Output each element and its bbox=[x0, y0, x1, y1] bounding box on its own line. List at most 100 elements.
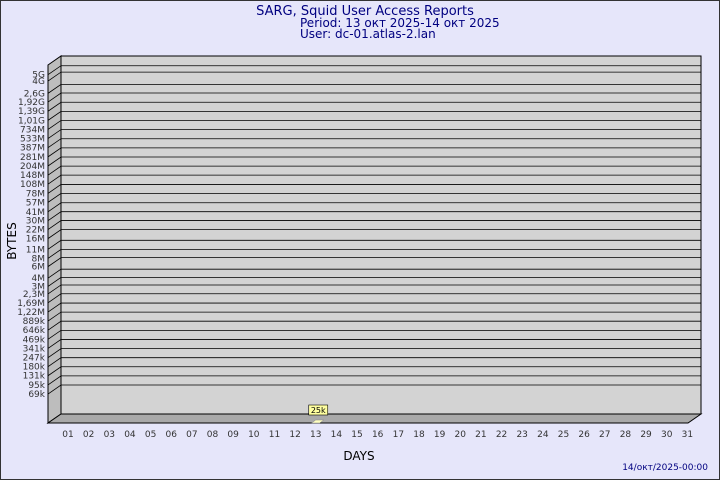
grid-line bbox=[47, 276, 701, 287]
grid-line bbox=[47, 174, 701, 185]
grid-line bbox=[47, 311, 701, 322]
grid-line bbox=[47, 357, 701, 368]
grid-line bbox=[47, 129, 701, 139]
chart-subtitle: Period: 13 окт 2025-14 окт 2025 bbox=[300, 16, 500, 30]
value-label: 25k bbox=[311, 406, 326, 415]
y-tick-label: 1,92G bbox=[18, 98, 45, 108]
grid-line bbox=[47, 293, 701, 304]
y-tick-label: 6M bbox=[32, 263, 46, 273]
x-tick-label: 21 bbox=[475, 430, 486, 440]
chart-title: SARG, Squid User Access Reports bbox=[256, 4, 474, 19]
grid-line bbox=[47, 257, 701, 267]
x-tick-label: 19 bbox=[434, 430, 446, 440]
x-tick-label: 24 bbox=[537, 430, 549, 440]
grid-line bbox=[47, 220, 701, 230]
grid-line bbox=[47, 184, 701, 194]
value-label-box bbox=[308, 404, 329, 416]
y-tick-label: 1,39G bbox=[18, 107, 45, 117]
y-tick-label: 16M bbox=[26, 235, 45, 245]
x-tick-label: 29 bbox=[640, 430, 652, 440]
grid-line bbox=[47, 192, 701, 203]
y-tick-label: 2,3M bbox=[23, 290, 45, 300]
grid-line bbox=[47, 348, 701, 358]
grid-line bbox=[47, 83, 701, 94]
y-tick-label: 69k bbox=[28, 390, 45, 400]
back-wall bbox=[60, 55, 702, 415]
x-tick-label: 09 bbox=[227, 430, 239, 440]
y-tick-label: 3M bbox=[32, 282, 46, 292]
grid-line bbox=[47, 156, 701, 167]
grid-line bbox=[47, 138, 701, 149]
grid-line bbox=[47, 229, 701, 239]
grid-line bbox=[47, 147, 701, 158]
y-tick-label: 131k bbox=[23, 372, 46, 382]
x-tick-label: 12 bbox=[289, 430, 300, 440]
y-tick-label: 57M bbox=[26, 198, 45, 208]
y-tick-label: 247k bbox=[23, 354, 46, 364]
y-tick-label: 4M bbox=[32, 274, 46, 284]
grid-line bbox=[47, 165, 701, 176]
x-tick-label: 26 bbox=[578, 430, 590, 440]
x-tick-label: 31 bbox=[682, 430, 693, 440]
y-tick-label: 341k bbox=[23, 344, 46, 354]
x-tick-label: 10 bbox=[248, 430, 260, 440]
y-tick-label: 469k bbox=[23, 335, 46, 345]
footer-date: 14/окт/2025-00:00 bbox=[622, 463, 708, 473]
grid-line bbox=[47, 249, 701, 259]
x-tick-label: 25 bbox=[558, 430, 569, 440]
y-tick-label: 108M bbox=[20, 180, 45, 190]
x-tick-label: 20 bbox=[455, 430, 467, 440]
x-tick-label: 17 bbox=[393, 430, 404, 440]
y-tick-label: 1,01G bbox=[18, 116, 45, 126]
y-tick-label: 180k bbox=[23, 363, 46, 373]
grid-line bbox=[47, 302, 701, 313]
y-tick-label: 30M bbox=[26, 217, 45, 227]
x-tick-label: 05 bbox=[145, 430, 156, 440]
x-tick-label: 13 bbox=[310, 430, 321, 440]
y-tick-label: 1,22M bbox=[17, 308, 45, 318]
y-tick-label: 2,6G bbox=[24, 89, 45, 99]
x-tick-label: 02 bbox=[83, 430, 94, 440]
y-tick-label: 387M bbox=[20, 144, 45, 154]
grid-line bbox=[47, 65, 701, 76]
y-tick-label: 4G bbox=[32, 77, 45, 87]
x-tick-label: 03 bbox=[104, 430, 115, 440]
grid-line bbox=[47, 339, 701, 349]
y-tick-label: 22M bbox=[26, 226, 45, 236]
y-tick-label: 148M bbox=[20, 171, 45, 181]
x-tick-label: 07 bbox=[186, 430, 197, 440]
x-tick-label: 27 bbox=[599, 430, 610, 440]
y-tick-label: 281M bbox=[20, 153, 45, 163]
grid-line bbox=[47, 101, 701, 112]
grid-line bbox=[47, 284, 701, 295]
y-tick-label: 734M bbox=[20, 125, 45, 135]
x-tick-label: 22 bbox=[496, 430, 507, 440]
grid-line bbox=[47, 366, 701, 377]
y-tick-label: 533M bbox=[20, 135, 45, 145]
grid-line bbox=[47, 268, 701, 279]
x-tick-label: 11 bbox=[269, 430, 280, 440]
x-tick-label: 06 bbox=[165, 430, 177, 440]
y-tick-label: 78M bbox=[26, 189, 45, 199]
y-tick-label: 8M bbox=[32, 254, 46, 264]
grid-line bbox=[47, 375, 701, 386]
grid-line bbox=[47, 92, 701, 103]
y-tick-label: 1,69M bbox=[17, 299, 45, 309]
grid-line bbox=[47, 120, 701, 130]
y-tick-label: 204M bbox=[20, 162, 45, 172]
grid-line bbox=[47, 320, 701, 331]
x-tick-label: 23 bbox=[516, 430, 527, 440]
y-tick-label: 41M bbox=[26, 208, 45, 218]
x-axis-label: DAYS bbox=[343, 449, 374, 463]
x-tick-label: 08 bbox=[207, 430, 219, 440]
y-axis-label: BYTES bbox=[5, 222, 19, 259]
x-tick-label: 28 bbox=[620, 430, 632, 440]
x-tick-label: 01 bbox=[62, 430, 73, 440]
x-tick-label: 16 bbox=[372, 430, 384, 440]
x-tick-label: 30 bbox=[661, 430, 673, 440]
grid-line bbox=[47, 239, 701, 250]
grid-line bbox=[47, 110, 701, 121]
grid-line bbox=[47, 202, 701, 213]
